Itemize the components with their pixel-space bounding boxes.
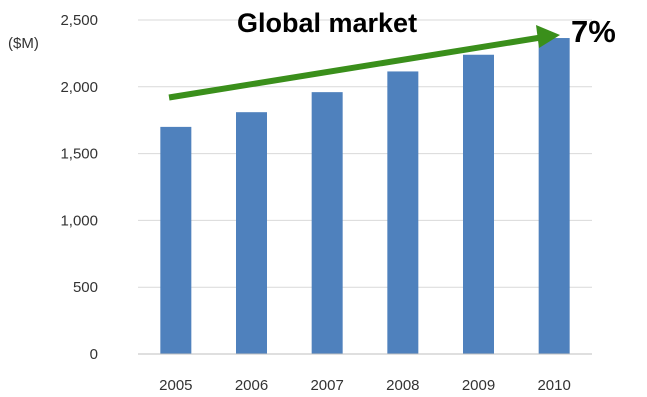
grid-layer: [138, 19, 592, 355]
trend-arrow-shaft: [168, 33, 548, 101]
growth-annotation: 7%: [571, 14, 616, 49]
y-tick-label-1000: 1,000: [60, 212, 98, 229]
y-tick-label-2000: 2,000: [60, 79, 98, 96]
x-tick-label-2007: 2007: [310, 377, 343, 394]
axis-layer: 0 500 1,000 1,500 2,000 2,500 2005 2006 2007 2008…: [60, 12, 592, 394]
x-tick-label-2010: 2010: [537, 377, 570, 394]
bars-layer: [160, 38, 570, 355]
bar-2006: [236, 112, 267, 355]
trend-arrow-head: [536, 25, 560, 48]
bar-2008: [387, 71, 419, 354]
x-tick-label-2008: 2008: [386, 377, 419, 394]
chart-title: Global market: [237, 8, 417, 38]
x-tick-label-2006: 2006: [235, 377, 268, 394]
trend-arrow: [168, 25, 560, 101]
bar-2010: [538, 38, 570, 354]
y-tick-label-2500: 2,500: [60, 12, 98, 29]
bar-2005: [160, 126, 192, 354]
y-tick-label-500: 500: [73, 279, 98, 296]
bar-2009: [463, 54, 494, 355]
bar-2007: [311, 92, 343, 355]
x-tick-label-2009: 2009: [462, 377, 495, 394]
x-tick-label-2005: 2005: [159, 377, 192, 394]
y-tick-label-0: 0: [90, 346, 98, 363]
y-tick-label-1500: 1,500: [60, 146, 98, 163]
unit-label: ($M): [8, 35, 39, 52]
